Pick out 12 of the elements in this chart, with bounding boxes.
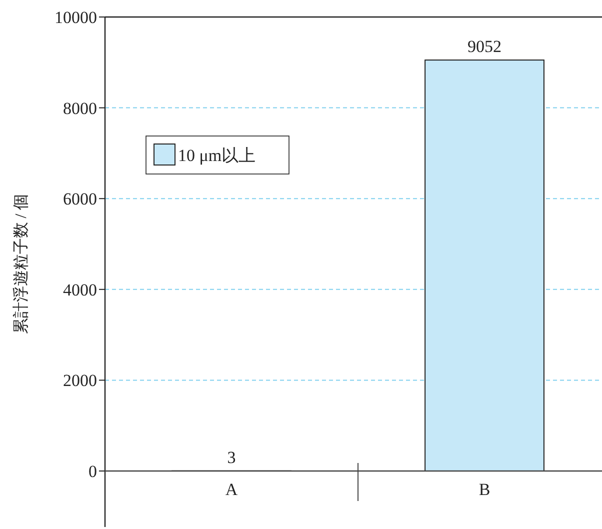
y-tick-label: 10000 <box>54 8 97 27</box>
y-tick-label: 2000 <box>63 371 97 390</box>
y-tick-label: 0 <box>88 462 97 481</box>
y-tick-label: 8000 <box>63 98 97 118</box>
x-tick-label: B <box>478 480 490 499</box>
y-axis-title: 累計浮遊粒子数 / 個 <box>12 194 30 334</box>
y-tick-label: 4000 <box>63 280 97 300</box>
data-label: 3 <box>227 448 236 467</box>
y-tick-label: 6000 <box>63 190 97 209</box>
data-label: 9052 <box>468 37 502 56</box>
x-tick-label: A <box>225 480 238 499</box>
legend-label: 10 μm以上 <box>178 146 256 165</box>
